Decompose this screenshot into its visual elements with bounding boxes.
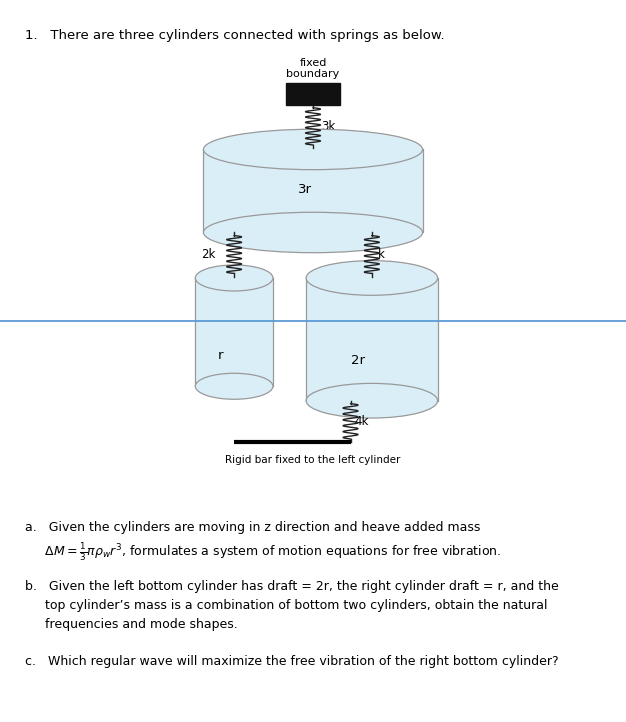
Text: c.   Which regular wave will maximize the free vibration of the right bottom cyl: c. Which regular wave will maximize the …	[25, 655, 558, 668]
Ellipse shape	[306, 261, 438, 295]
Text: fixed
boundary: fixed boundary	[286, 58, 340, 79]
Text: r: r	[218, 349, 223, 362]
Text: Rigid bar fixed to the left cylinder: Rigid bar fixed to the left cylinder	[225, 455, 400, 465]
Ellipse shape	[203, 212, 423, 253]
Polygon shape	[195, 278, 273, 386]
Ellipse shape	[203, 129, 423, 170]
Polygon shape	[203, 149, 423, 232]
Text: 4k: 4k	[354, 415, 369, 428]
Text: k: k	[377, 248, 384, 261]
Text: 2r: 2r	[351, 355, 365, 367]
Text: 1.   There are three cylinders connected with springs as below.: 1. There are three cylinders connected w…	[25, 29, 444, 42]
Text: 3r: 3r	[298, 183, 312, 196]
Ellipse shape	[306, 383, 438, 418]
Text: $\Delta M = \frac{1}{3}\pi\rho_w r^3$, formulates a system of motion equations f: $\Delta M = \frac{1}{3}\pi\rho_w r^3$, f…	[25, 542, 501, 563]
Text: a.   Given the cylinders are moving in z direction and heave added mass: a. Given the cylinders are moving in z d…	[25, 521, 480, 534]
Text: 2k: 2k	[202, 248, 216, 261]
Bar	[287, 83, 339, 105]
Polygon shape	[306, 278, 438, 401]
Text: b.   Given the left bottom cylinder has draft = 2r, the right cylinder draft = r: b. Given the left bottom cylinder has dr…	[25, 580, 559, 593]
Text: frequencies and mode shapes.: frequencies and mode shapes.	[25, 618, 238, 631]
Text: 3k: 3k	[321, 120, 336, 133]
Ellipse shape	[195, 373, 273, 399]
Ellipse shape	[195, 265, 273, 291]
Text: top cylinder’s mass is a combination of bottom two cylinders, obtain the natural: top cylinder’s mass is a combination of …	[25, 599, 548, 612]
